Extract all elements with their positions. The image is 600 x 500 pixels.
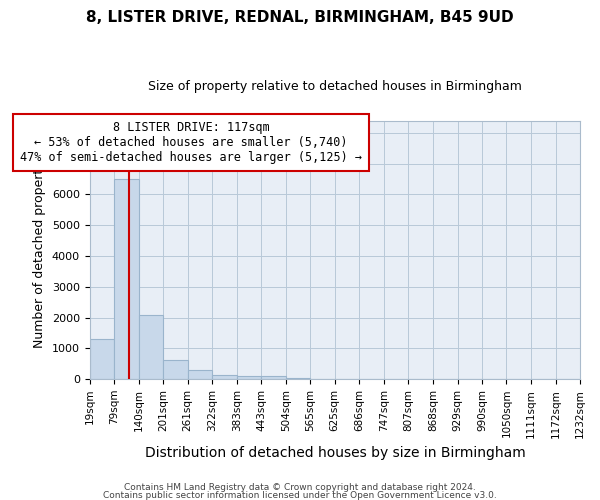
X-axis label: Distribution of detached houses by size in Birmingham: Distribution of detached houses by size … [145,446,525,460]
Title: Size of property relative to detached houses in Birmingham: Size of property relative to detached ho… [148,80,522,93]
Bar [139,314,163,379]
Bar [188,370,212,379]
Bar [261,376,286,379]
Bar [286,378,310,379]
Bar [237,376,261,379]
Bar [163,360,188,379]
Text: Contains HM Land Registry data © Crown copyright and database right 2024.: Contains HM Land Registry data © Crown c… [124,484,476,492]
Text: Contains public sector information licensed under the Open Government Licence v3: Contains public sector information licen… [103,490,497,500]
Text: 8, LISTER DRIVE, REDNAL, BIRMINGHAM, B45 9UD: 8, LISTER DRIVE, REDNAL, BIRMINGHAM, B45… [86,10,514,25]
Bar [114,179,139,379]
Y-axis label: Number of detached properties: Number of detached properties [34,152,46,348]
Bar [212,374,237,379]
Text: 8 LISTER DRIVE: 117sqm
← 53% of detached houses are smaller (5,740)
47% of semi-: 8 LISTER DRIVE: 117sqm ← 53% of detached… [20,120,362,164]
Bar [90,339,114,379]
